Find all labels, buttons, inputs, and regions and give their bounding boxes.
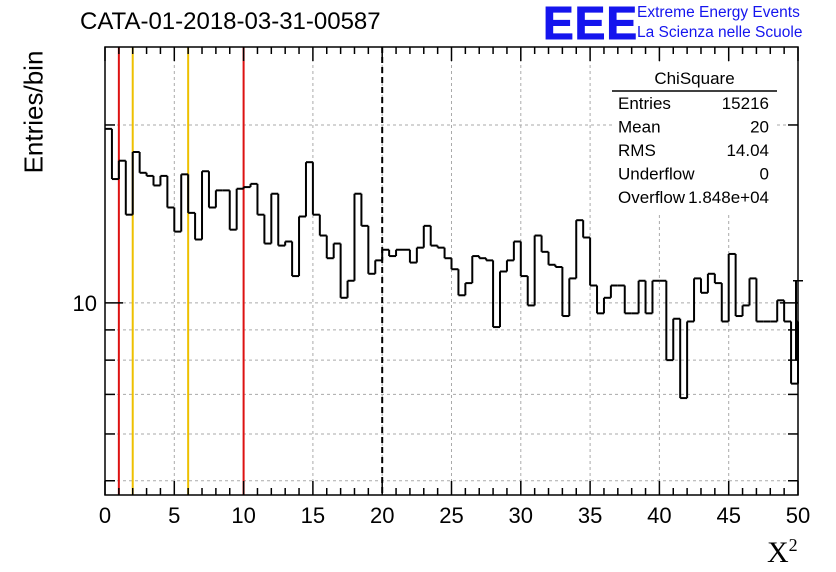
stats-title: ChiSquare <box>654 69 734 88</box>
x-tick-label: 15 <box>301 503 325 528</box>
x-tick-label: 45 <box>716 503 740 528</box>
logo-line-2: La Scienza nelle Scuole <box>637 24 803 41</box>
eee-logo: EEE <box>542 0 639 49</box>
run-title: CATA-01-2018-03-31-00587 <box>80 8 381 35</box>
y-tick-label: 10 <box>73 291 97 316</box>
x-axis-label: X2 <box>767 535 798 569</box>
x-tick-label: 35 <box>578 503 602 528</box>
stats-value: 1.848e+04 <box>688 188 769 207</box>
stats-value: 0 <box>760 165 769 184</box>
x-tick-label: 50 <box>786 503 810 528</box>
stats-value: 20 <box>750 118 769 137</box>
x-tick-label: 25 <box>439 503 463 528</box>
logo-line-1: Extreme Energy Events <box>637 4 800 21</box>
stats-label: Mean <box>618 118 661 137</box>
stats-label: RMS <box>618 141 656 160</box>
x-tick-label: 20 <box>370 503 394 528</box>
stats-label: Underflow <box>618 165 695 184</box>
stats-box <box>612 62 777 212</box>
x-tick-label: 10 <box>231 503 255 528</box>
x-tick-label: 40 <box>647 503 671 528</box>
stats-value: 15216 <box>722 94 769 113</box>
x-tick-label: 5 <box>168 503 180 528</box>
stats-value: 14.04 <box>726 141 769 160</box>
x-tick-label: 30 <box>509 503 533 528</box>
x-tick-label: 0 <box>99 503 111 528</box>
stats-label: Entries <box>618 94 671 113</box>
stats-label: Overflow <box>618 188 686 207</box>
